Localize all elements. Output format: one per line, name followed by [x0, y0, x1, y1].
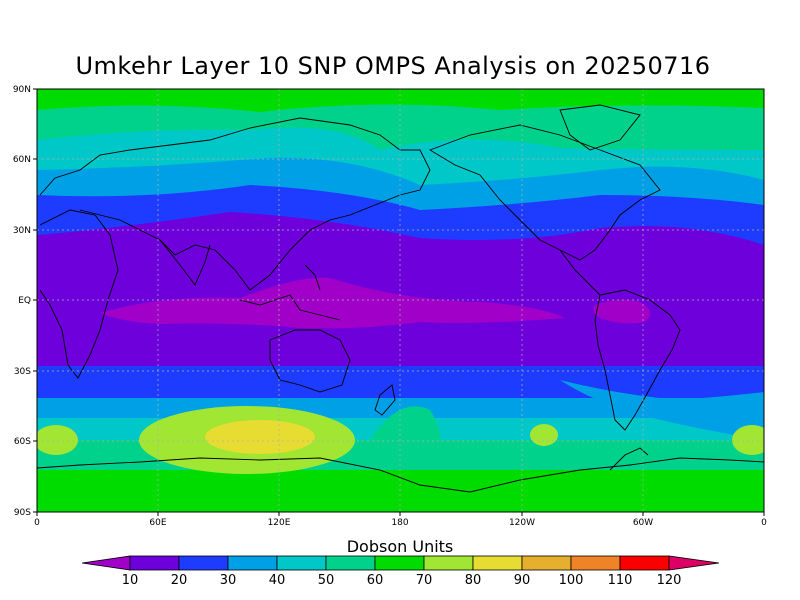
colorbar-swatch [129, 555, 180, 571]
colorbar-label: 80 [465, 573, 482, 588]
colorbar-label: 100 [559, 573, 584, 588]
longitude-labels: 0 60E 120E 180 120W 60W 0 [34, 518, 767, 528]
lon-label: 120W [509, 518, 535, 528]
colorbar-swatch [374, 555, 425, 571]
graticule [37, 89, 764, 512]
colorbar-label: 30 [220, 573, 237, 588]
colorbar-swatch [178, 555, 229, 571]
colorbar-swatch [276, 555, 327, 571]
colorbar-label: 10 [122, 573, 139, 588]
colorbar-swatch [521, 555, 572, 571]
colorbar-swatch [325, 555, 376, 571]
lat-label: EQ [18, 296, 31, 306]
lon-label: 60E [149, 518, 166, 528]
colorbar-label: 90 [514, 573, 531, 588]
colorbar-label: 60 [367, 573, 384, 588]
lon-label: 120E [268, 518, 291, 528]
colorbar-swatch [570, 555, 621, 571]
coastlines [37, 104, 764, 493]
colorbar-arrow-left [81, 555, 131, 571]
colorbar-swatch [472, 555, 523, 571]
lon-label: 0 [34, 518, 40, 528]
lat-label: 90S [14, 508, 31, 518]
colorbar-swatch [619, 555, 670, 571]
lat-label: 90N [13, 85, 31, 95]
colorbar-label: 120 [657, 573, 682, 588]
lon-label: 0 [761, 518, 767, 528]
latitude-labels: 90N 60N 30N EQ 30S 60S 90S [13, 85, 31, 518]
lat-label: 60S [14, 437, 31, 447]
colorbar-label: 20 [171, 573, 188, 588]
colorbar-label: 70 [416, 573, 433, 588]
colorbar: 10 20 30 40 50 60 70 80 90 100 110 120 [81, 555, 720, 588]
map-title: Umkehr Layer 10 SNP OMPS Analysis on 202… [75, 52, 711, 80]
lat-label: 30N [13, 226, 31, 236]
frame-ticks [33, 88, 765, 516]
colorbar-swatch [423, 555, 474, 571]
colorbar-label: 110 [608, 573, 633, 588]
colorbar-label: 40 [269, 573, 286, 588]
ozone-field [37, 89, 764, 512]
lat-label: 30S [14, 367, 31, 377]
colorbar-label: 50 [318, 573, 335, 588]
colorbar-swatch [227, 555, 278, 571]
lon-label: 180 [391, 518, 408, 528]
colorbar-title: Dobson Units [346, 537, 454, 556]
lat-label: 60N [13, 155, 31, 165]
lon-label: 60W [633, 518, 653, 528]
colorbar-arrow-right [668, 555, 720, 571]
